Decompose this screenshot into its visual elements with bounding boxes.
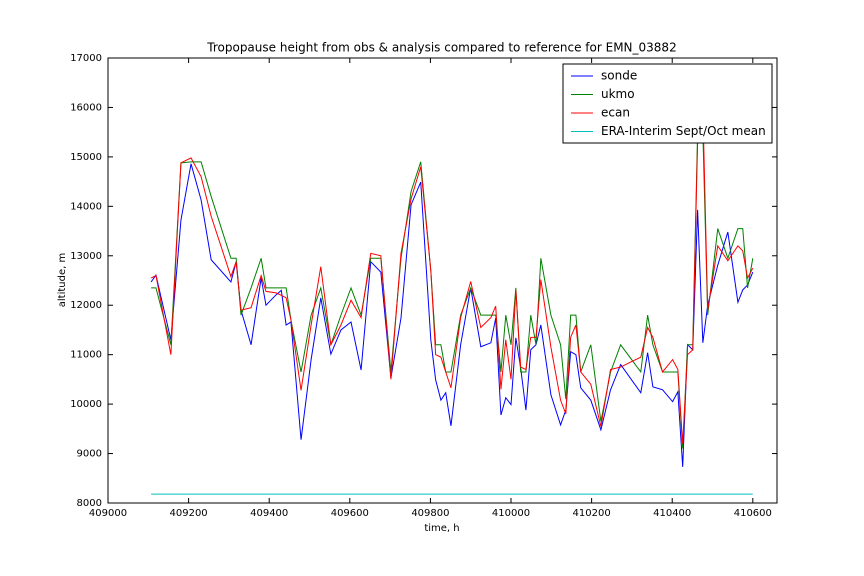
y-tick-label: 8000	[77, 498, 102, 509]
plot-frame	[107, 57, 778, 504]
series-line	[150, 163, 754, 467]
chart-title: Tropopause height from obs & analysis co…	[206, 41, 676, 55]
y-tick-label: 16000	[70, 102, 102, 113]
y-axis-label: altitude, m	[57, 253, 68, 307]
y-tick-label: 10000	[70, 399, 102, 410]
legend-label: ecan	[601, 106, 630, 120]
y-tick-label: 12000	[70, 300, 102, 311]
y-tick-label: 17000	[70, 53, 102, 64]
x-tick-label: 410200	[573, 508, 611, 519]
series-line	[151, 131, 754, 449]
legend-label: ERA-Interim Sept/Oct mean	[601, 124, 766, 138]
x-tick-label: 410600	[734, 508, 772, 519]
x-tick-label: 409600	[331, 508, 369, 519]
legend-box	[562, 63, 773, 144]
y-tick-label: 11000	[70, 350, 102, 361]
x-tick-label: 409200	[170, 508, 208, 519]
x-tick-label: 409400	[250, 508, 288, 519]
x-axis-label: time, h	[424, 523, 459, 534]
x-tick-label: 409800	[411, 508, 449, 519]
legend-label: sonde	[601, 69, 637, 83]
y-tick-label: 13000	[70, 251, 102, 262]
series-line	[150, 107, 754, 444]
y-tick-label: 14000	[70, 201, 102, 212]
x-tick-label: 409000	[89, 508, 127, 519]
legend-label: ukmo	[601, 87, 635, 101]
y-tick-label: 9000	[77, 449, 102, 460]
y-tick-label: 15000	[70, 152, 102, 163]
x-tick-label: 410000	[492, 508, 530, 519]
x-tick-label: 410400	[653, 508, 691, 519]
